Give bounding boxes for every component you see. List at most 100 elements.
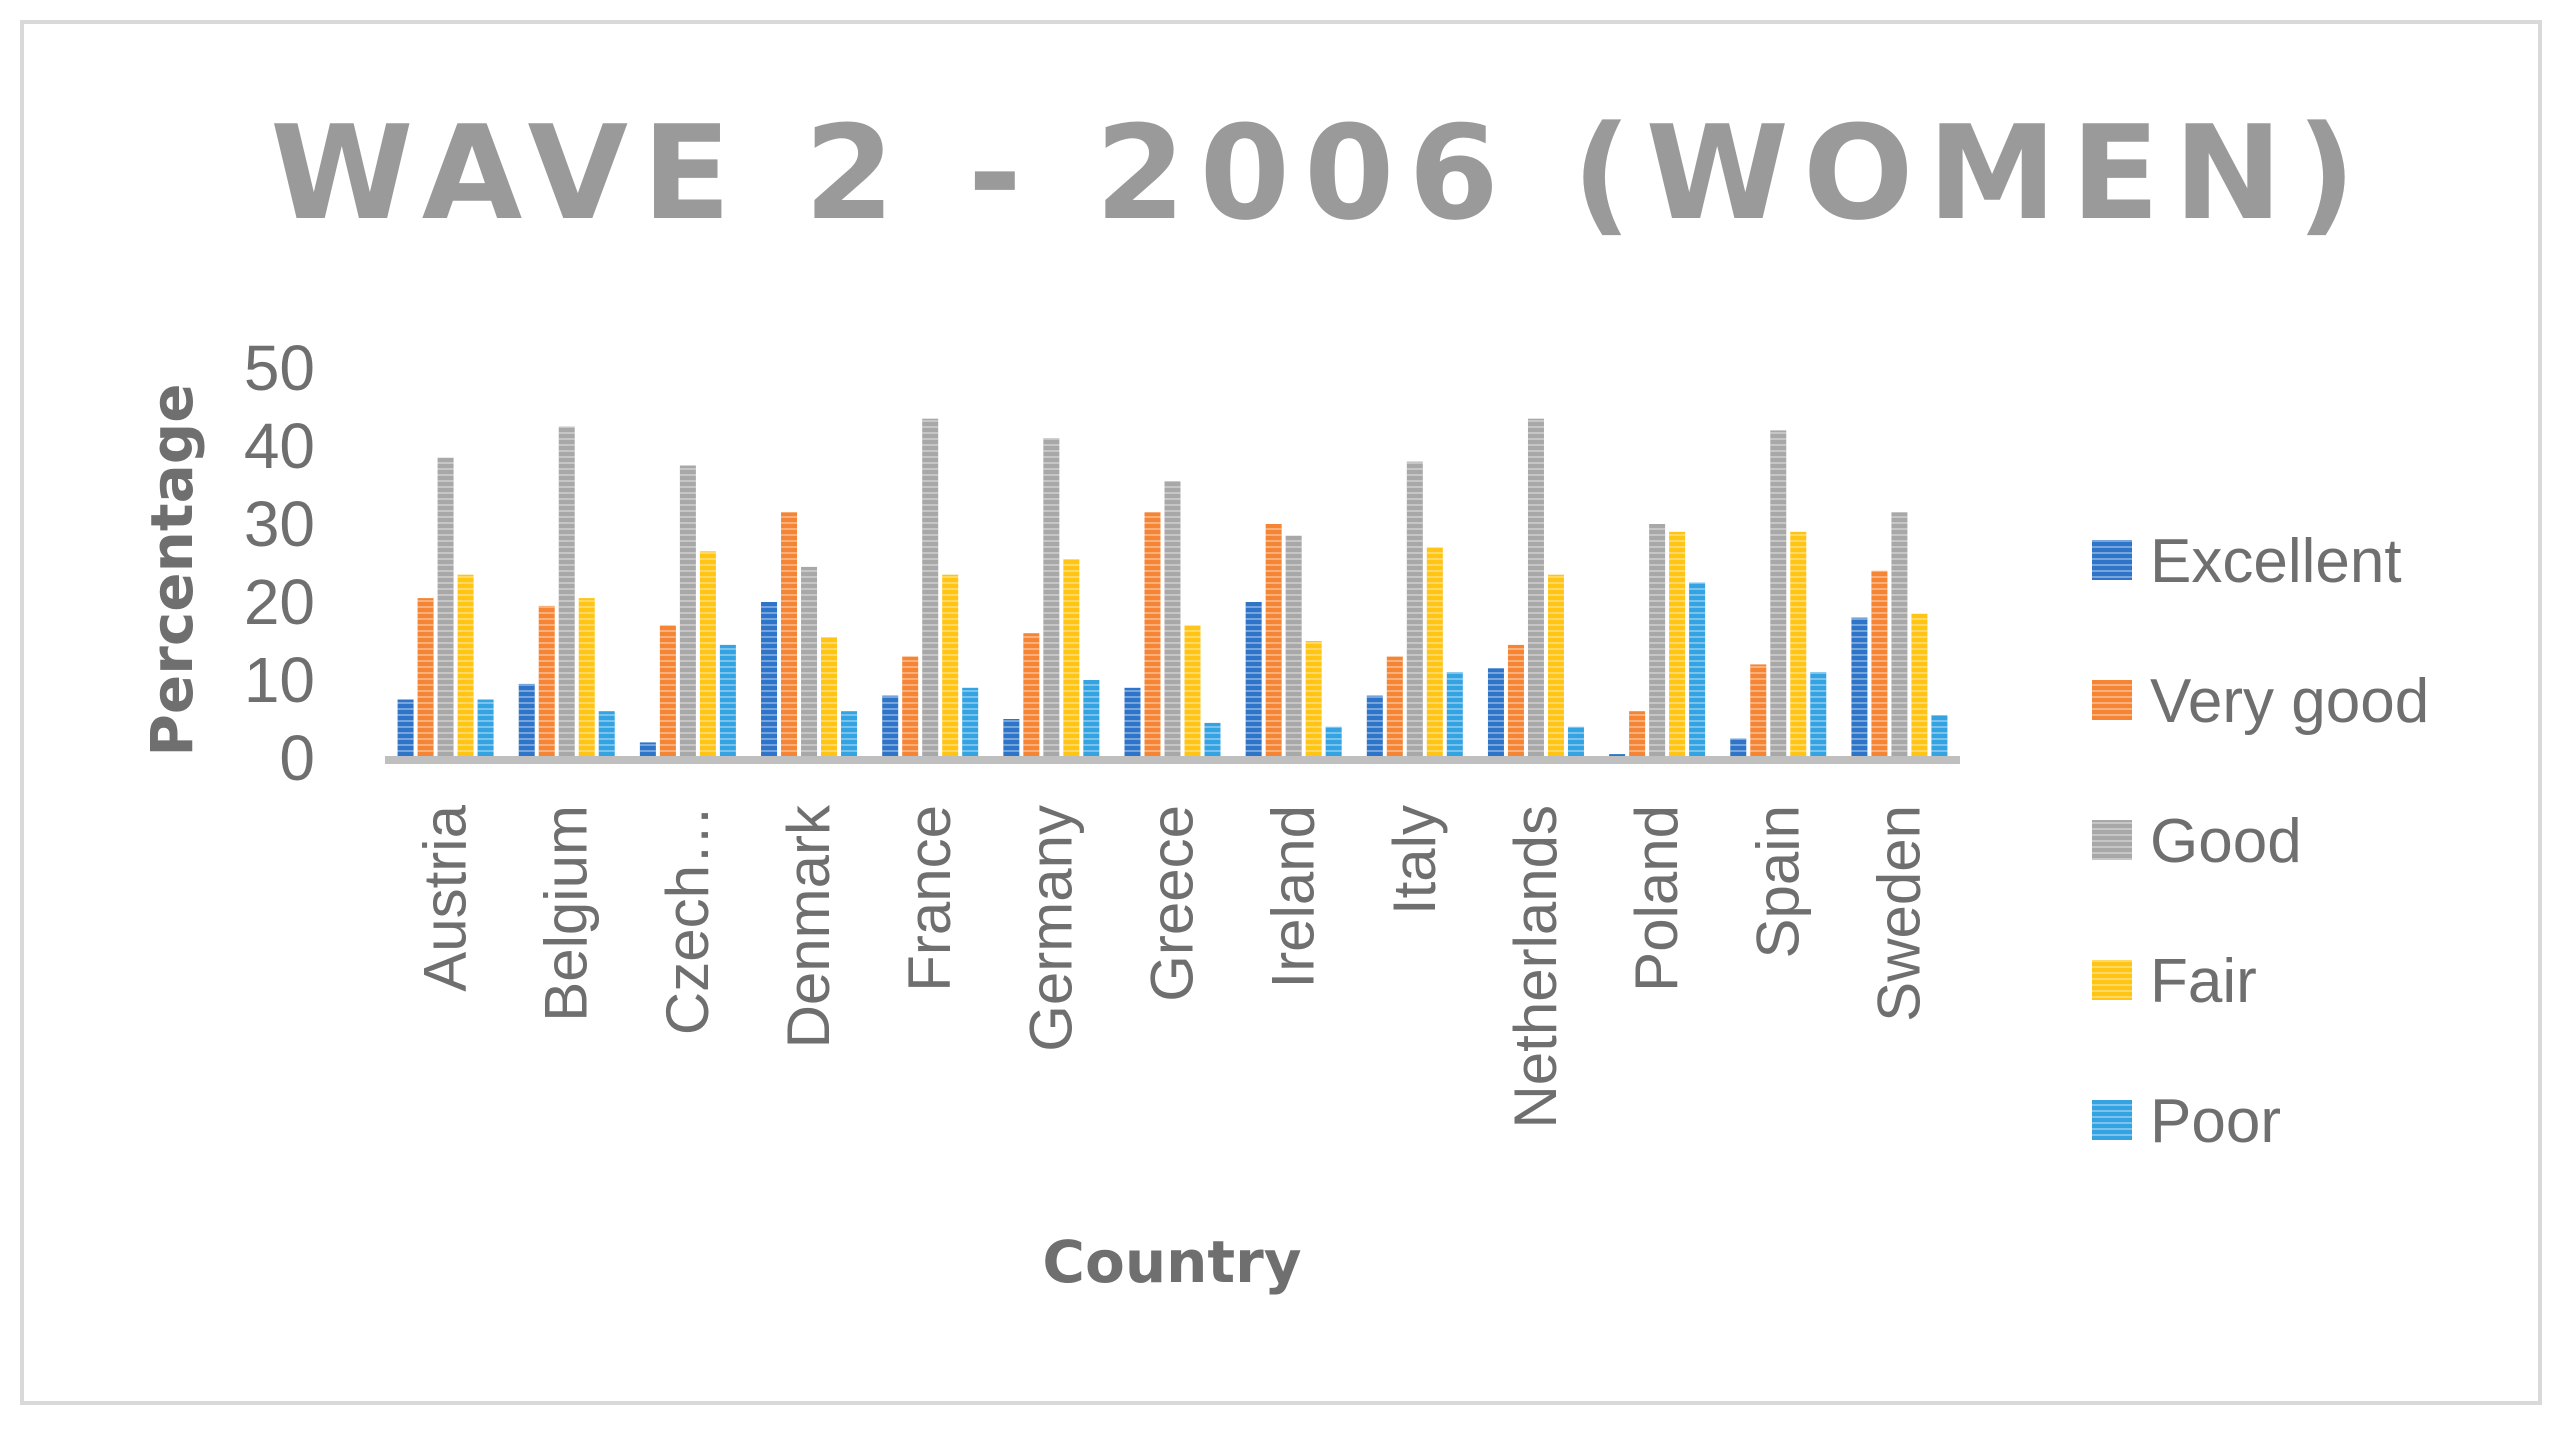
bar-texture-4-2 [719,644,736,758]
bar-texture-1-8 [1386,656,1403,758]
x-tick-label-4: France [896,805,963,992]
bar-texture-0-9 [1487,668,1504,758]
x-tick-label-9: Netherlands [1502,805,1569,1129]
x-tick-label-11: Spain [1744,805,1811,958]
bar-texture-2-3 [801,566,818,758]
bar-texture-2-12 [1891,512,1908,758]
y-tick-label-3: 30 [244,488,315,560]
bar-texture-3-12 [1911,613,1928,758]
bar-texture-1-5 [1023,633,1040,758]
bar-texture-1-4 [902,656,919,758]
bar-texture-3-1 [578,598,595,758]
bar-texture-1-3 [781,512,798,758]
bar-texture-3-0 [457,574,474,758]
bar-texture-3-8 [1426,547,1443,758]
bar-texture-3-4 [942,574,959,758]
bar-texture-0-11 [1730,738,1747,758]
bar-texture-2-10 [1649,524,1666,758]
bar-texture-4-3 [841,711,858,758]
bar-texture-2-9 [1527,418,1544,758]
bar-texture-4-11 [1810,672,1827,758]
bar-texture-0-7 [1245,602,1262,758]
y-axis-title: Percentage [138,383,206,756]
bar-texture-1-10 [1629,711,1646,758]
bar-texture-2-6 [1164,481,1181,758]
x-axis-title: Country [1042,1228,1301,1296]
y-tick-label-5: 50 [244,332,315,404]
bar-texture-1-2 [659,625,676,758]
bar-texture-1-0 [417,598,434,758]
x-tick-label-5: Germany [1017,805,1084,1052]
bar-texture-4-8 [1446,672,1463,758]
bar-texture-1-7 [1265,524,1282,758]
bar-texture-1-1 [538,605,555,758]
bar-texture-2-0 [437,457,454,758]
legend: Excellent Very good Good Fair Poor [2092,527,2429,1156]
bar-texture-4-9 [1567,726,1584,758]
bar-texture-1-9 [1507,644,1524,758]
legend-label-1: Very good [2150,667,2429,736]
legend-swatch-texture-2 [2092,820,2132,860]
legend-label-0: Excellent [2150,527,2402,596]
bar-texture-3-7 [1305,641,1322,758]
bar-texture-0-4 [882,695,899,758]
legend-swatch-texture-0 [2092,540,2132,580]
y-tick-label-1: 10 [244,644,315,716]
y-tick-label-2: 20 [244,566,315,638]
x-tick-label-1: Belgium [533,805,600,1022]
y-tick-label-4: 40 [244,410,315,482]
bar-texture-3-11 [1790,531,1807,758]
x-tick-label-12: Sweden [1865,805,1932,1022]
bar-texture-0-5 [1003,719,1020,758]
x-tick-label-6: Greece [1139,805,1206,1002]
bar-texture-1-11 [1750,664,1767,758]
bar-texture-2-4 [922,418,939,758]
x-tick-label-8: Italy [1381,805,1448,915]
x-tick-label-10: Poland [1623,805,1690,992]
bar-texture-2-11 [1770,430,1787,758]
bar-texture-1-12 [1871,570,1888,758]
legend-label-4: Poor [2150,1087,2281,1156]
bar-texture-3-5 [1063,559,1080,758]
legend-label-2: Good [2150,807,2302,876]
bar-texture-3-6 [1184,625,1201,758]
bar-texture-0-1 [518,683,535,758]
bar-texture-4-12 [1931,715,1948,758]
bar-texture-4-0 [477,699,494,758]
bar-texture-2-8 [1406,461,1423,758]
bar-texture-4-5 [1083,680,1100,758]
bar-texture-2-1 [558,426,575,758]
bar-texture-2-2 [679,465,696,758]
x-tick-label-7: Ireland [1260,805,1327,988]
legend-label-3: Fair [2150,947,2257,1016]
bar-texture-3-2 [699,551,716,758]
bar-texture-4-10 [1689,582,1706,758]
bar-texture-3-9 [1547,574,1564,758]
chart-title: WAVE 2 - 2006 (WOMEN) [270,97,2370,249]
legend-swatch-texture-1 [2092,680,2132,720]
legend-swatch-texture-4 [2092,1100,2132,1140]
bar-texture-4-6 [1204,722,1221,758]
y-tick-label-0: 0 [279,722,315,794]
bar-texture-0-8 [1366,695,1383,758]
bars [397,418,1948,758]
bar-texture-4-7 [1325,726,1342,758]
bar-texture-0-0 [397,699,414,758]
x-tick-label-2: Czech… [654,805,721,1035]
bar-texture-0-12 [1851,617,1868,758]
x-axis-ticks: Austria Belgium Czech… Denmark France Germany… [412,804,1933,1129]
x-tick-label-0: Austria [412,804,479,991]
bar-texture-2-5 [1043,438,1060,758]
bar-texture-3-3 [821,637,838,758]
bar-texture-2-7 [1285,535,1302,758]
bar-texture-0-3 [761,602,778,758]
bar-texture-0-6 [1124,687,1141,758]
bar-texture-0-2 [639,742,656,758]
legend-swatch-texture-3 [2092,960,2132,1000]
bar-texture-4-4 [962,687,979,758]
x-tick-label-3: Denmark [775,804,842,1048]
bar-texture-1-6 [1144,512,1161,758]
bar-texture-4-1 [598,711,615,758]
